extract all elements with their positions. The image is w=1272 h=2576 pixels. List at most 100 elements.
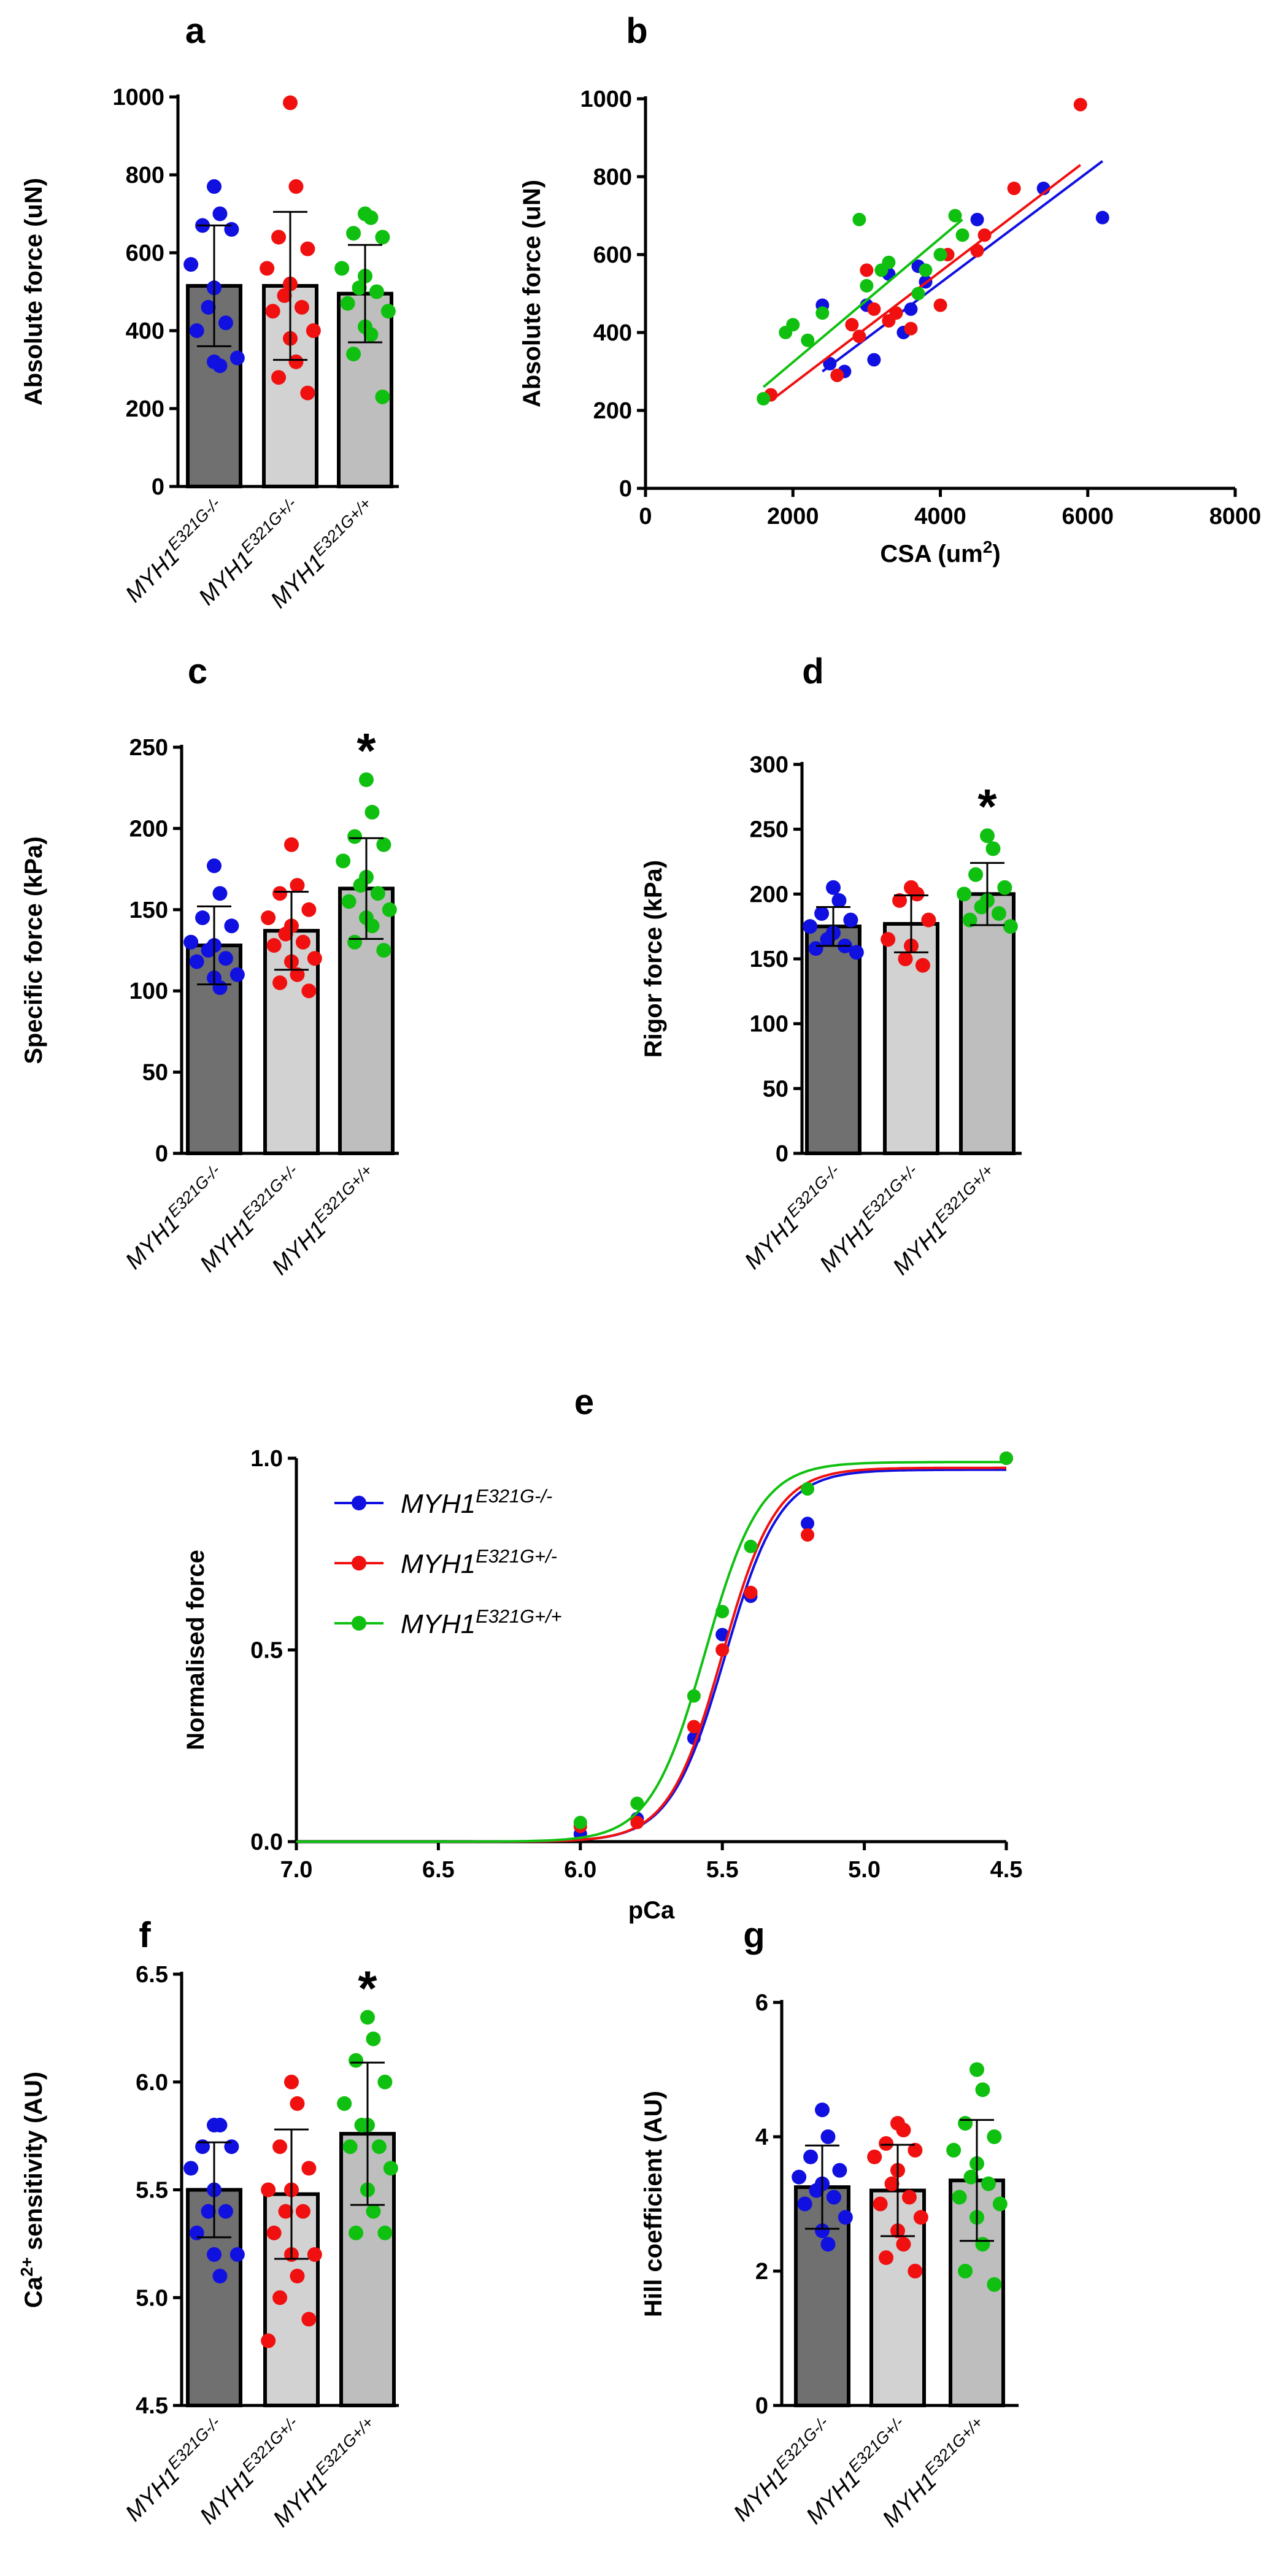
data-point bbox=[820, 2237, 836, 2252]
data-point bbox=[962, 912, 977, 928]
data-point bbox=[207, 2247, 222, 2262]
panel-letter: b bbox=[626, 11, 647, 51]
data-point bbox=[284, 837, 299, 852]
data-point bbox=[212, 886, 228, 901]
panel-letter: c bbox=[188, 652, 207, 691]
y-tick-label: 600 bbox=[126, 240, 164, 266]
y-tick-label: 200 bbox=[750, 882, 788, 907]
category-label-sup: E321G-/- bbox=[772, 2413, 832, 2473]
data-point bbox=[347, 829, 363, 844]
y-tick-label: 6.5 bbox=[136, 1962, 168, 1988]
y-tick-label: 800 bbox=[126, 163, 164, 188]
data-point bbox=[968, 867, 984, 882]
x-tick-label: 6000 bbox=[1062, 504, 1114, 529]
category-label-base: MYH1 bbox=[266, 549, 330, 613]
category-label-sup: E321G+/- bbox=[844, 2413, 907, 2475]
data-point bbox=[826, 880, 841, 895]
data-point bbox=[992, 2196, 1008, 2212]
category-label-base: MYH1 bbox=[195, 1213, 259, 1277]
y-tick-label: 300 bbox=[750, 752, 788, 778]
data-point bbox=[809, 2183, 824, 2198]
y-tick-label: 800 bbox=[593, 164, 632, 190]
bar bbox=[805, 925, 861, 1155]
data-point bbox=[352, 280, 367, 296]
y-tick-label: 400 bbox=[593, 320, 632, 346]
data-point bbox=[266, 938, 282, 953]
y-axis-title: Absolute force (uN) bbox=[518, 180, 545, 407]
fit-line bbox=[770, 164, 1081, 402]
y-tick-label: 100 bbox=[750, 1012, 788, 1037]
category-label-base: MYH1 bbox=[121, 544, 185, 607]
data-point bbox=[1000, 1451, 1013, 1465]
bar bbox=[959, 892, 1016, 1156]
data-point bbox=[970, 212, 984, 226]
data-point bbox=[630, 1796, 644, 1810]
data-point bbox=[353, 878, 368, 893]
data-point bbox=[271, 229, 287, 245]
x-tick-label: 4000 bbox=[914, 504, 966, 529]
data-point bbox=[843, 912, 858, 928]
data-point bbox=[860, 279, 874, 293]
y-axis-title: Normalised force bbox=[182, 1550, 209, 1750]
panel-letter: a bbox=[185, 11, 206, 51]
data-point bbox=[933, 248, 947, 261]
panel-f-bar-chart: 4.5 5.0 5.5 6.0 6.5 Ca2+ sensitivity (AU) MYH1… bbox=[17, 1915, 399, 2532]
fit-curve bbox=[296, 1461, 1006, 1843]
data-point bbox=[375, 389, 390, 404]
data-point bbox=[201, 299, 216, 315]
data-point bbox=[294, 299, 309, 315]
data-point bbox=[801, 333, 815, 347]
legend-label: MYH1E321G+/+ bbox=[401, 1605, 562, 1640]
data-point bbox=[987, 2277, 1002, 2292]
data-point bbox=[845, 318, 859, 332]
data-point bbox=[347, 934, 363, 950]
data-point bbox=[229, 967, 245, 982]
y-axis-title: Rigor force (kPa) bbox=[640, 860, 667, 1058]
x-tick-label: 7.0 bbox=[280, 1857, 313, 1883]
y-tick-label: 100 bbox=[129, 978, 168, 1004]
data-point bbox=[363, 210, 379, 225]
data-point bbox=[272, 2139, 288, 2155]
fit-curve bbox=[296, 1468, 1006, 1843]
data-point bbox=[573, 1815, 587, 1829]
category-label-base: MYH1 bbox=[121, 2463, 185, 2526]
data-point bbox=[786, 318, 800, 332]
category-label-base: MYH1 bbox=[877, 2468, 941, 2532]
data-point bbox=[915, 958, 930, 973]
data-point bbox=[952, 2190, 967, 2205]
data-point bbox=[346, 226, 361, 241]
data-point bbox=[896, 2123, 911, 2138]
data-point bbox=[224, 221, 239, 237]
data-point bbox=[744, 1539, 758, 1553]
data-point bbox=[801, 1482, 815, 1496]
data-point bbox=[266, 2225, 282, 2240]
y-tick-label: 200 bbox=[129, 816, 168, 842]
data-point bbox=[831, 893, 847, 908]
category-label-sup: E321G+/+ bbox=[309, 494, 375, 559]
data-point bbox=[290, 967, 305, 982]
data-point bbox=[265, 304, 280, 319]
category-label-sup: E321G+/+ bbox=[310, 1161, 376, 1226]
panel-e-line-chart: 0.0 0.5 1.0 7.0 6.5 6.0 5.5 5.0 4.5 Normalised fo… bbox=[182, 1382, 1022, 1924]
data-point bbox=[744, 1585, 758, 1599]
data-point bbox=[911, 286, 925, 301]
data-point bbox=[881, 932, 896, 947]
data-point bbox=[792, 2169, 807, 2185]
y-axis-title: Ca2+ sensitivity (AU) bbox=[17, 2072, 48, 2308]
data-point bbox=[879, 2250, 894, 2266]
data-point bbox=[797, 2196, 812, 2212]
y-tick-label: 250 bbox=[750, 817, 788, 843]
y-tick-label: 0.5 bbox=[250, 1638, 283, 1664]
legend-marker bbox=[352, 1616, 366, 1631]
data-point bbox=[342, 2139, 358, 2155]
legend-label: MYH1E321G+/- bbox=[401, 1545, 557, 1580]
data-point bbox=[212, 2118, 228, 2133]
category-label-base: MYH1 bbox=[740, 1210, 804, 1274]
data-point bbox=[801, 1528, 815, 1542]
data-point bbox=[364, 918, 380, 934]
category-label-sup: E321G+/- bbox=[237, 494, 299, 556]
data-point bbox=[946, 2142, 962, 2158]
category-label-sup: E321G+/- bbox=[238, 1161, 301, 1223]
